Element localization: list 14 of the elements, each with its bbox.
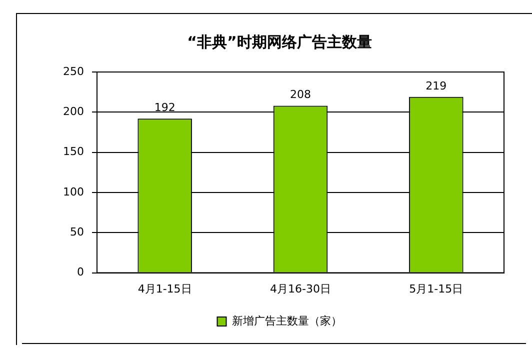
y-tick-label: 100 [62, 185, 84, 198]
y-tick-label: 0 [76, 266, 84, 279]
y-tick-label: 50 [70, 226, 84, 238]
y-tick-label: 250 [62, 64, 84, 78]
x-tick-label: 5月1-15日 [409, 282, 464, 296]
y-tick-label: 150 [62, 145, 84, 158]
x-tick-label: 4月1-15日 [138, 282, 192, 296]
data-label: 219 [426, 79, 447, 92]
chart-title: “非典”时期网络广告主数量 [187, 32, 372, 51]
legend-label: 新增广告主数量（家） [232, 314, 342, 328]
data-label: 208 [290, 88, 311, 102]
y-tick-label: 200 [62, 105, 84, 118]
x-tick-label: 4月16-30日 [270, 282, 331, 296]
data-label: 192 [154, 100, 176, 114]
